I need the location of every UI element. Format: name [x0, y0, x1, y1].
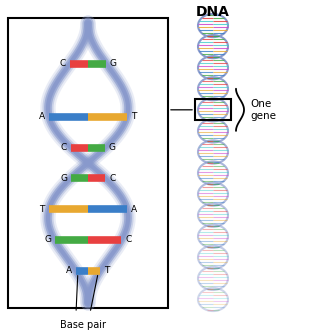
Text: G: G — [109, 143, 116, 152]
Text: T: T — [131, 112, 137, 121]
Text: A: A — [39, 112, 45, 121]
Text: C: C — [125, 236, 131, 245]
Text: C: C — [109, 174, 116, 183]
Text: C: C — [60, 59, 66, 68]
Bar — [8, 18, 168, 308]
Text: G: G — [44, 236, 51, 245]
Text: Base pair: Base pair — [60, 320, 106, 330]
Text: C: C — [60, 143, 67, 152]
Text: T: T — [39, 205, 45, 214]
Text: T: T — [105, 266, 110, 275]
Text: A: A — [131, 205, 137, 214]
Text: One
gene: One gene — [250, 99, 276, 121]
Text: DNA: DNA — [196, 5, 230, 19]
Text: G: G — [110, 59, 117, 68]
Text: A: A — [66, 266, 72, 275]
Bar — [195, 99, 231, 120]
Text: G: G — [60, 174, 67, 183]
